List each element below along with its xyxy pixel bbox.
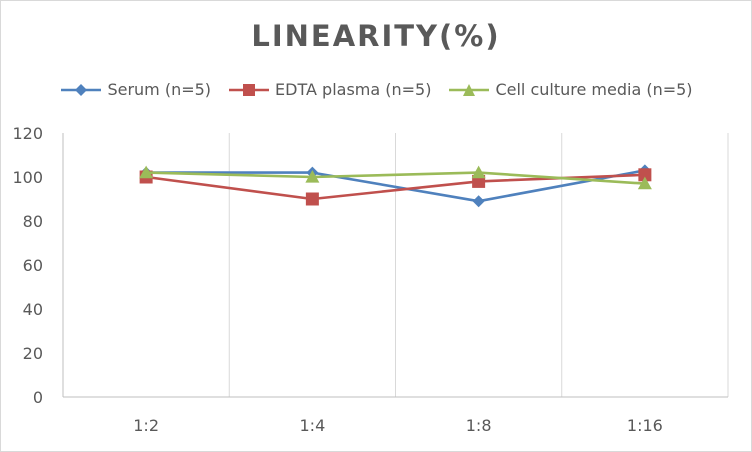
legend-item: EDTA plasma (n=5) <box>227 80 431 99</box>
legend-label: Serum (n=5) <box>107 80 212 99</box>
legend-swatch-diamond-icon <box>61 83 102 96</box>
data-point-series-3 <box>637 176 652 190</box>
data-point-series-3 <box>471 165 486 179</box>
legend-swatch-square-icon <box>229 83 270 96</box>
x-tick-label: 1:2 <box>133 416 159 435</box>
chart-title: LINEARITY(%) <box>251 19 501 53</box>
y-tick-label: 40 <box>23 300 43 319</box>
data-point-series-1 <box>472 195 485 208</box>
chart-legend: Serum (n=5) EDTA plasma (n=5) Cell culture… <box>1 80 751 99</box>
data-point-series-2 <box>638 168 652 182</box>
x-tick-label: 1:16 <box>627 416 663 435</box>
legend-label: Cell culture media (n=5) <box>495 80 693 99</box>
y-tick-label: 100 <box>12 168 43 187</box>
y-tick-label: 60 <box>23 256 43 275</box>
y-tick-label: 80 <box>23 212 43 231</box>
legend-item: Serum (n=5) <box>59 80 211 99</box>
series-line-1 <box>146 169 646 203</box>
legend-item: Cell culture media (n=5) <box>447 80 693 99</box>
data-point-series-3 <box>305 170 320 183</box>
x-tick-label: 1:4 <box>300 416 326 435</box>
y-tick-label: 20 <box>23 344 43 363</box>
data-point-series-3 <box>139 165 154 179</box>
y-tick-label: 0 <box>33 388 43 407</box>
series-line-3 <box>146 171 645 185</box>
data-point-series-2 <box>305 192 319 206</box>
legend-swatch-triangle-icon <box>449 83 490 96</box>
y-tick-label: 120 <box>12 124 43 143</box>
x-tick-label: 1:8 <box>466 416 492 435</box>
legend-label: EDTA plasma (n=5) <box>275 80 432 99</box>
